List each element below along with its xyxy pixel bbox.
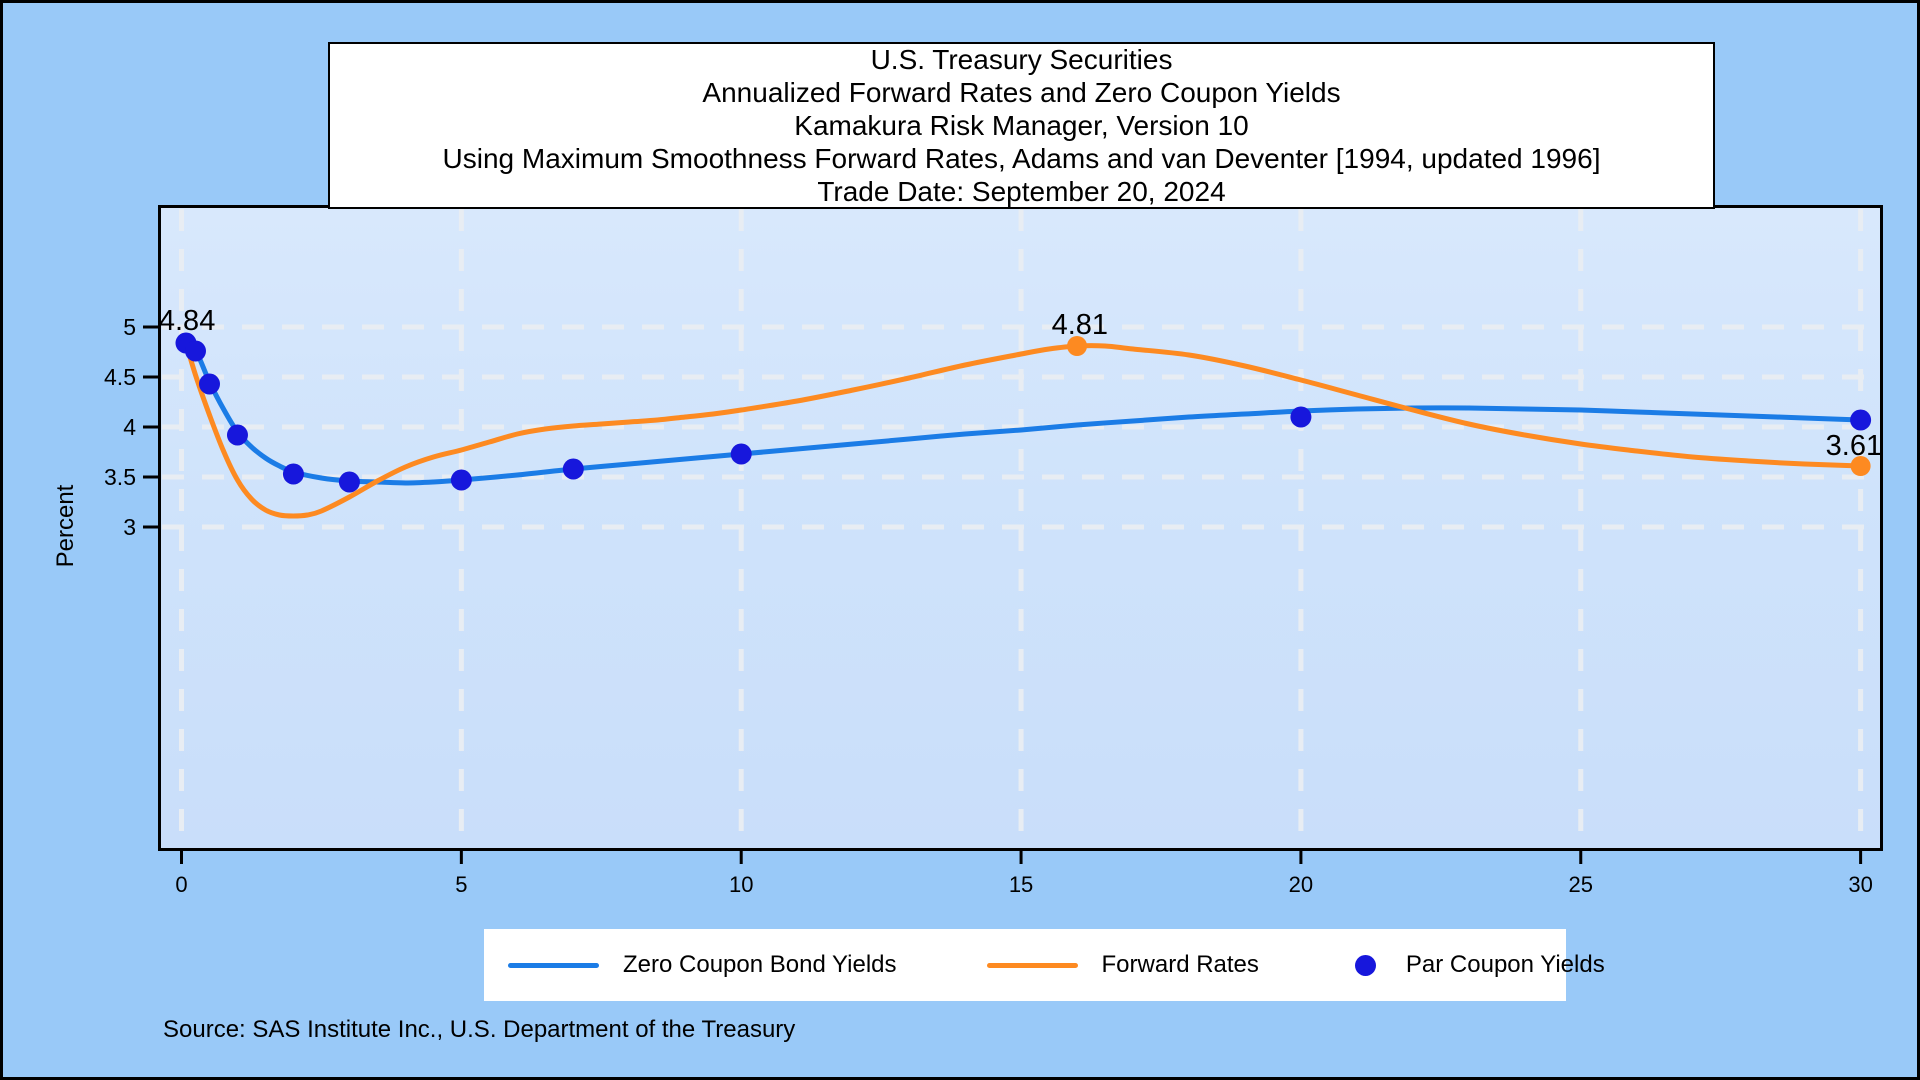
legend-label-forward-rates: Forward Rates (1101, 951, 1259, 978)
source-note: Source: SAS Institute Inc., U.S. Departm… (163, 1016, 796, 1043)
par-coupon-dot-swatch-icon (1354, 954, 1376, 976)
y-tick-label-4: 4 (123, 414, 136, 440)
y-tick-label-4.5: 4.5 (104, 364, 136, 390)
legend: Zero Coupon Bond Yields Forward Rates Pa… (484, 929, 1605, 1001)
data-point-par-coupon-10y (730, 443, 752, 465)
x-tick-label-5: 5 (455, 872, 467, 897)
legend-item-zero-coupon: Zero Coupon Bond Yields (508, 951, 897, 979)
series-line-zero-coupon-bond-yields (183, 340, 1864, 486)
title-line-2: Annualized Forward Rates and Zero Coupon… (702, 77, 1341, 108)
y-tick-label-3.5: 3.5 (104, 464, 136, 490)
data-point-par-coupon-2y (282, 463, 304, 485)
y-tick-label-3: 3 (123, 514, 136, 540)
x-tick-label-25: 25 (1569, 872, 1593, 897)
x-tick-label-20: 20 (1289, 872, 1313, 897)
x-tick-label-30: 30 (1848, 872, 1872, 897)
forward-rates-line-swatch-icon (986, 962, 1078, 968)
annotation-4.84: 4.84 (159, 305, 215, 337)
data-point-par-coupon-30y (1850, 409, 1872, 431)
chart-title-box: U.S. Treasury Securities Annualized Forw… (328, 42, 1715, 209)
y-tick-label-5: 5 (123, 314, 136, 340)
legend-label-zero-coupon: Zero Coupon Bond Yields (623, 951, 897, 978)
marker-forward-rates-30y (1850, 456, 1871, 476)
title-line-1: U.S. Treasury Securities (870, 44, 1173, 75)
title-line-5: Trade Date: September 20, 2024 (817, 176, 1226, 207)
x-tick-label-0: 0 (175, 872, 187, 897)
y-axis-label: Percent (52, 484, 79, 568)
data-point-par-coupon-0.25y (185, 340, 206, 362)
series-line-forward-rates (183, 340, 1864, 519)
title-line-3: Kamakura Risk Manager, Version 10 (794, 110, 1249, 141)
data-point-par-coupon-1y (226, 424, 248, 446)
x-tick-label-15: 15 (1009, 872, 1033, 897)
legend-item-par-coupon: Par Coupon Yields (1349, 951, 1605, 979)
title-line-4: Using Maximum Smoothness Forward Rates, … (442, 143, 1601, 174)
x-tick-label-10: 10 (729, 872, 753, 897)
annotation-3.61: 3.61 (1826, 430, 1882, 462)
data-point-par-coupon-5y (450, 469, 472, 491)
marker-forward-rates-16y (1067, 336, 1088, 356)
legend-item-forward-rates: Forward Rates (986, 951, 1259, 979)
data-point-par-coupon-20y (1290, 406, 1312, 428)
data-point-par-coupon-7y (562, 458, 584, 480)
annotation-4.81: 4.81 (1052, 309, 1108, 341)
zero-coupon-line-swatch-icon (508, 962, 599, 968)
chart-svg: 0 5 10 15 20 25 30 3 3.5 4 4.5 5 4.84 4.81 3.61 (104, 209, 1882, 897)
data-point-par-coupon-0.5y (198, 373, 220, 395)
data-point-par-coupon-3y (338, 471, 360, 493)
legend-label-par-coupon: Par Coupon Yields (1405, 951, 1605, 978)
